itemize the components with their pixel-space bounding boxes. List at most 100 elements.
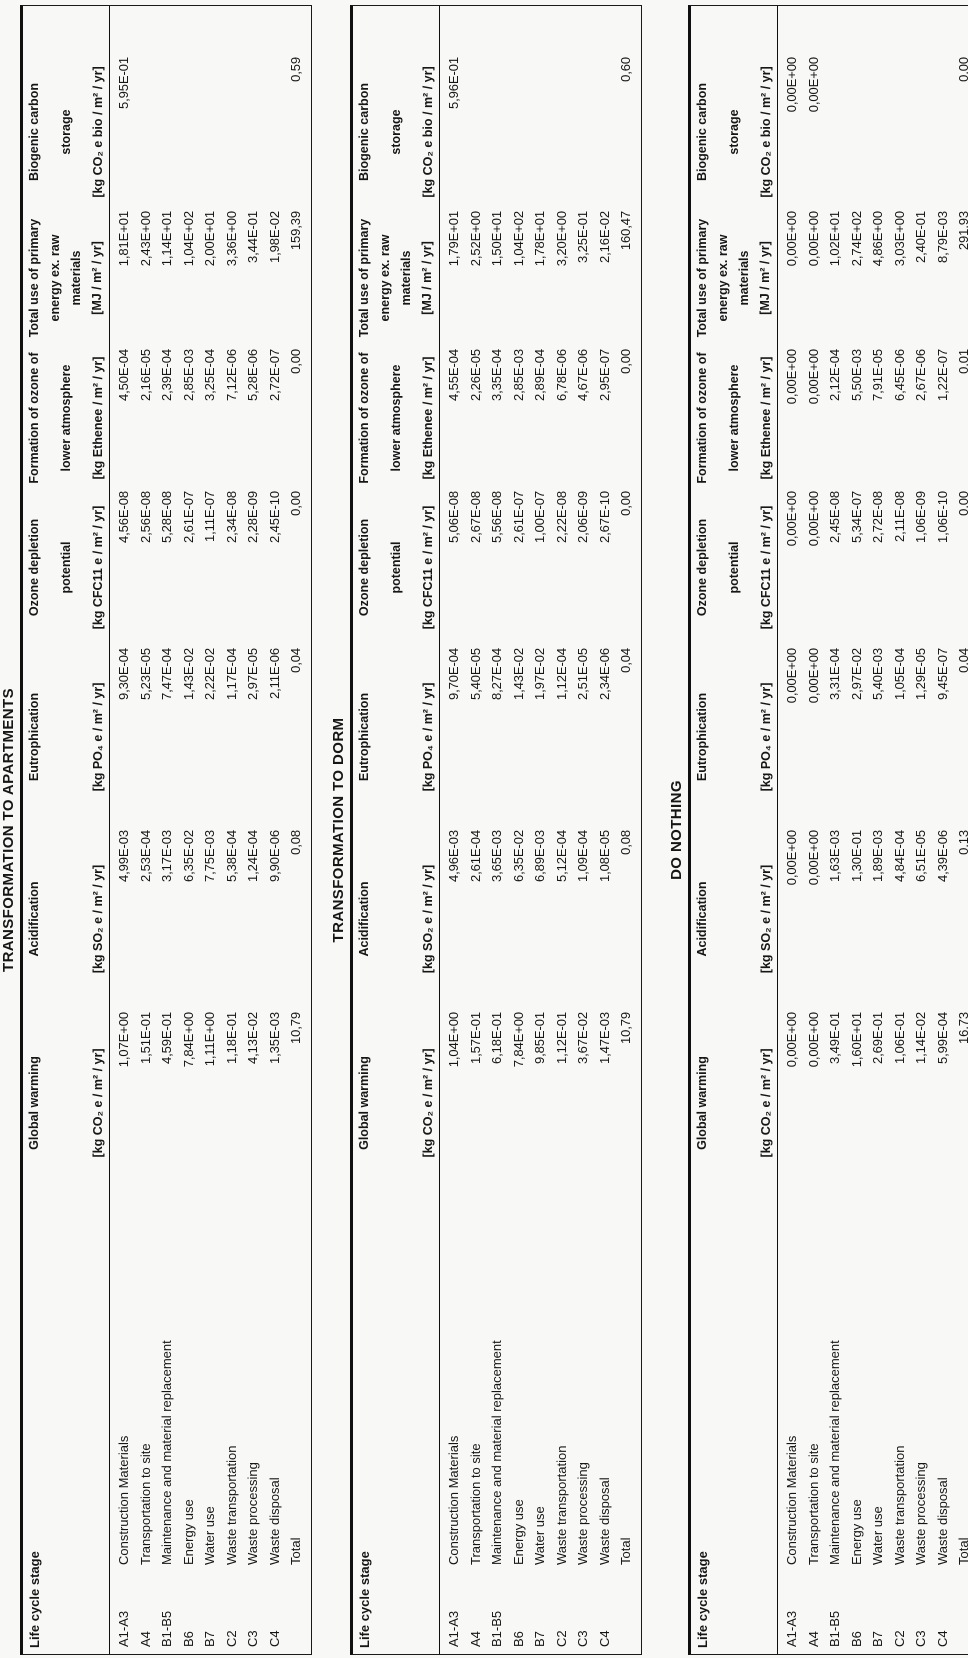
column-header-line: [kg Ethenee / m² / yr] <box>420 356 435 480</box>
value-cell: 8,27E-04 <box>489 648 505 700</box>
value-cell: 5,12E-04 <box>553 830 569 882</box>
stage-label: Construction Materials <box>116 1435 132 1565</box>
table-row: B6 Energy use 7,84E+00 6,35E-02 1,43E-02 2,61… <box>178 6 200 1654</box>
value-cell: 3,65E-03 <box>489 830 505 882</box>
column-header-ozone-depletion: Ozone depletion potential [kg CFC11 e / m²… <box>353 489 439 646</box>
stage-code: B6 <box>180 1631 196 1647</box>
column-header-line: Biogenic carbon <box>357 83 371 181</box>
stage-code: C3 <box>575 1630 591 1647</box>
value-cell: 9,30E-04 <box>116 648 132 700</box>
column-header-line: Ozone depletion <box>695 518 709 617</box>
column-header-ozone-formation: Formation of ozone of lower atmosphere [kg… <box>353 347 439 489</box>
column-header-life-cycle-stage: Life cycle stage <box>691 1196 777 1654</box>
value-cell: 4,13E-02 <box>245 1012 261 1064</box>
value-cell: 5,40E-05 <box>467 648 483 700</box>
column-header-line: Acidification <box>695 881 709 957</box>
column-header-label: Life cycle stage <box>27 1551 42 1648</box>
value-cell: 2,51E-05 <box>575 648 591 700</box>
column-header-line: Biogenic carbon <box>27 83 41 181</box>
column-header-line: Ozone depletion <box>357 518 371 617</box>
table-row: C4 Waste disposal 5,99E-04 4,39E-06 9,45E-07… <box>932 6 954 1654</box>
value-cell: 1,04E+02 <box>180 211 196 267</box>
value-cell: 1,04E+00 <box>446 1012 462 1068</box>
column-header-eutrophication: Eutrophication [kg PO₄ e / m² / yr] <box>691 646 777 828</box>
table-row: C2 Waste transportation 1,12E-01 5,12E-04 1,… <box>551 6 573 1654</box>
column-header-line: Eutrophication <box>695 692 709 782</box>
stage-code: C2 <box>223 1630 239 1647</box>
value-cell: 6,18E-01 <box>489 1012 505 1064</box>
column-header-primary-energy: Total use of primary energy ex. raw materi… <box>23 209 109 347</box>
stage-label: Waste processing <box>913 1462 929 1565</box>
table-row: B6 Energy use 1,60E+01 1,30E-01 2,97E-02 5,34… <box>846 6 868 1654</box>
value-cell: 6,35E-02 <box>180 830 196 882</box>
column-header-label: Life cycle stage <box>357 1551 372 1648</box>
value-cell: 4,39E-06 <box>934 830 950 882</box>
lca-table-do-nothing: DO NOTHING Life cycle stage Global warmi… <box>668 5 968 1655</box>
stage-code: B7 <box>870 1631 886 1647</box>
stage-code: B6 <box>848 1631 864 1647</box>
value-cell: 4,86E+00 <box>870 211 886 267</box>
value-cell: 4,56E-08 <box>116 491 132 543</box>
stage-code: C4 <box>266 1630 282 1647</box>
value-cell: 291,93 <box>956 211 968 251</box>
value-cell: 5,23E-05 <box>137 648 153 700</box>
value-cell: 1,50E+01 <box>489 211 505 267</box>
value-cell: 5,56E-08 <box>489 491 505 543</box>
value-cell: 0,13 <box>956 830 968 855</box>
value-cell: 5,06E-08 <box>446 491 462 543</box>
value-cell: 0,04 <box>288 648 304 673</box>
value-cell: 0,00E+00 <box>784 349 800 405</box>
value-cell: 2,26E-05 <box>467 349 483 401</box>
table-row: B6 Energy use 7,84E+00 6,35E-02 1,43E-02 2,61… <box>508 6 530 1654</box>
value-cell: 2,67E-08 <box>467 491 483 543</box>
value-cell: 4,67E-06 <box>575 349 591 401</box>
column-header-biogenic-carbon: Biogenic carbon storage [kg CO₂ e bio / m²… <box>23 55 109 209</box>
stage-code: C4 <box>934 1630 950 1647</box>
value-cell: 1,43E-02 <box>510 648 526 700</box>
value-cell: 4,50E-04 <box>116 349 132 401</box>
value-cell: 2,11E-08 <box>891 491 907 542</box>
value-cell: 1,81E+01 <box>116 211 132 267</box>
value-cell: 0,08 <box>288 830 304 855</box>
column-header-line: [kg CO₂ e bio / m² / yr] <box>420 66 435 198</box>
value-cell: 1,24E-04 <box>245 830 261 882</box>
value-cell: 2,06E-09 <box>575 491 591 543</box>
value-cell: 1,51E-01 <box>137 1012 153 1064</box>
value-cell: 1,47E-03 <box>596 1012 612 1064</box>
value-cell: 2,45E-08 <box>827 491 843 543</box>
stage-code: A1-A3 <box>446 1610 462 1647</box>
stage-code: B1-B5 <box>827 1610 843 1647</box>
value-cell: 1,06E-09 <box>913 491 929 543</box>
value-cell: 10,79 <box>618 1012 634 1045</box>
stage-code: B1-B5 <box>489 1610 505 1647</box>
value-cell: 1,12E-04 <box>553 648 569 700</box>
column-header-line: potential <box>58 541 73 594</box>
value-cell: 6,51E-05 <box>913 830 929 882</box>
value-cell: 1,98E-02 <box>266 211 282 263</box>
stage-code: A4 <box>137 1631 153 1647</box>
value-cell: 2,69E-01 <box>870 1012 886 1064</box>
value-cell: 10,79 <box>288 1012 304 1045</box>
stage-label: Waste disposal <box>266 1477 282 1565</box>
data-table: Life cycle stage Global warming [kg CO₂ e… <box>350 5 642 1655</box>
value-cell: 2,53E-04 <box>137 830 153 882</box>
column-header-line: [kg PO₄ e / m² / yr] <box>90 682 105 792</box>
column-header-line: storage <box>388 109 403 155</box>
value-cell: 6,35E-02 <box>510 830 526 882</box>
column-header-line: Global warming <box>357 1056 371 1150</box>
value-cell: 5,95E-01 <box>116 57 132 109</box>
value-cell: 2,97E-05 <box>245 648 261 700</box>
value-cell: 1,89E-03 <box>870 830 886 882</box>
column-header-ozone-depletion: Ozone depletion potential [kg CFC11 e / m²… <box>23 489 109 646</box>
table-row: C2 Waste transportation 1,06E-01 4,84E-04 1,… <box>889 6 911 1654</box>
stage-label: Energy use <box>848 1499 864 1565</box>
value-cell: 1,97E-02 <box>532 648 548 700</box>
value-cell: 7,84E+00 <box>180 1012 196 1068</box>
column-header-line: [kg Ethenee / m² / yr] <box>758 356 773 480</box>
column-header-line: [MJ / m² / yr] <box>90 241 105 315</box>
value-cell: 7,75E-03 <box>202 830 218 882</box>
stage-label: Waste processing <box>575 1462 591 1565</box>
value-cell: 1,30E-01 <box>848 830 864 882</box>
value-cell: 9,70E-04 <box>446 648 462 700</box>
stage-label: Waste transportation <box>223 1445 239 1565</box>
